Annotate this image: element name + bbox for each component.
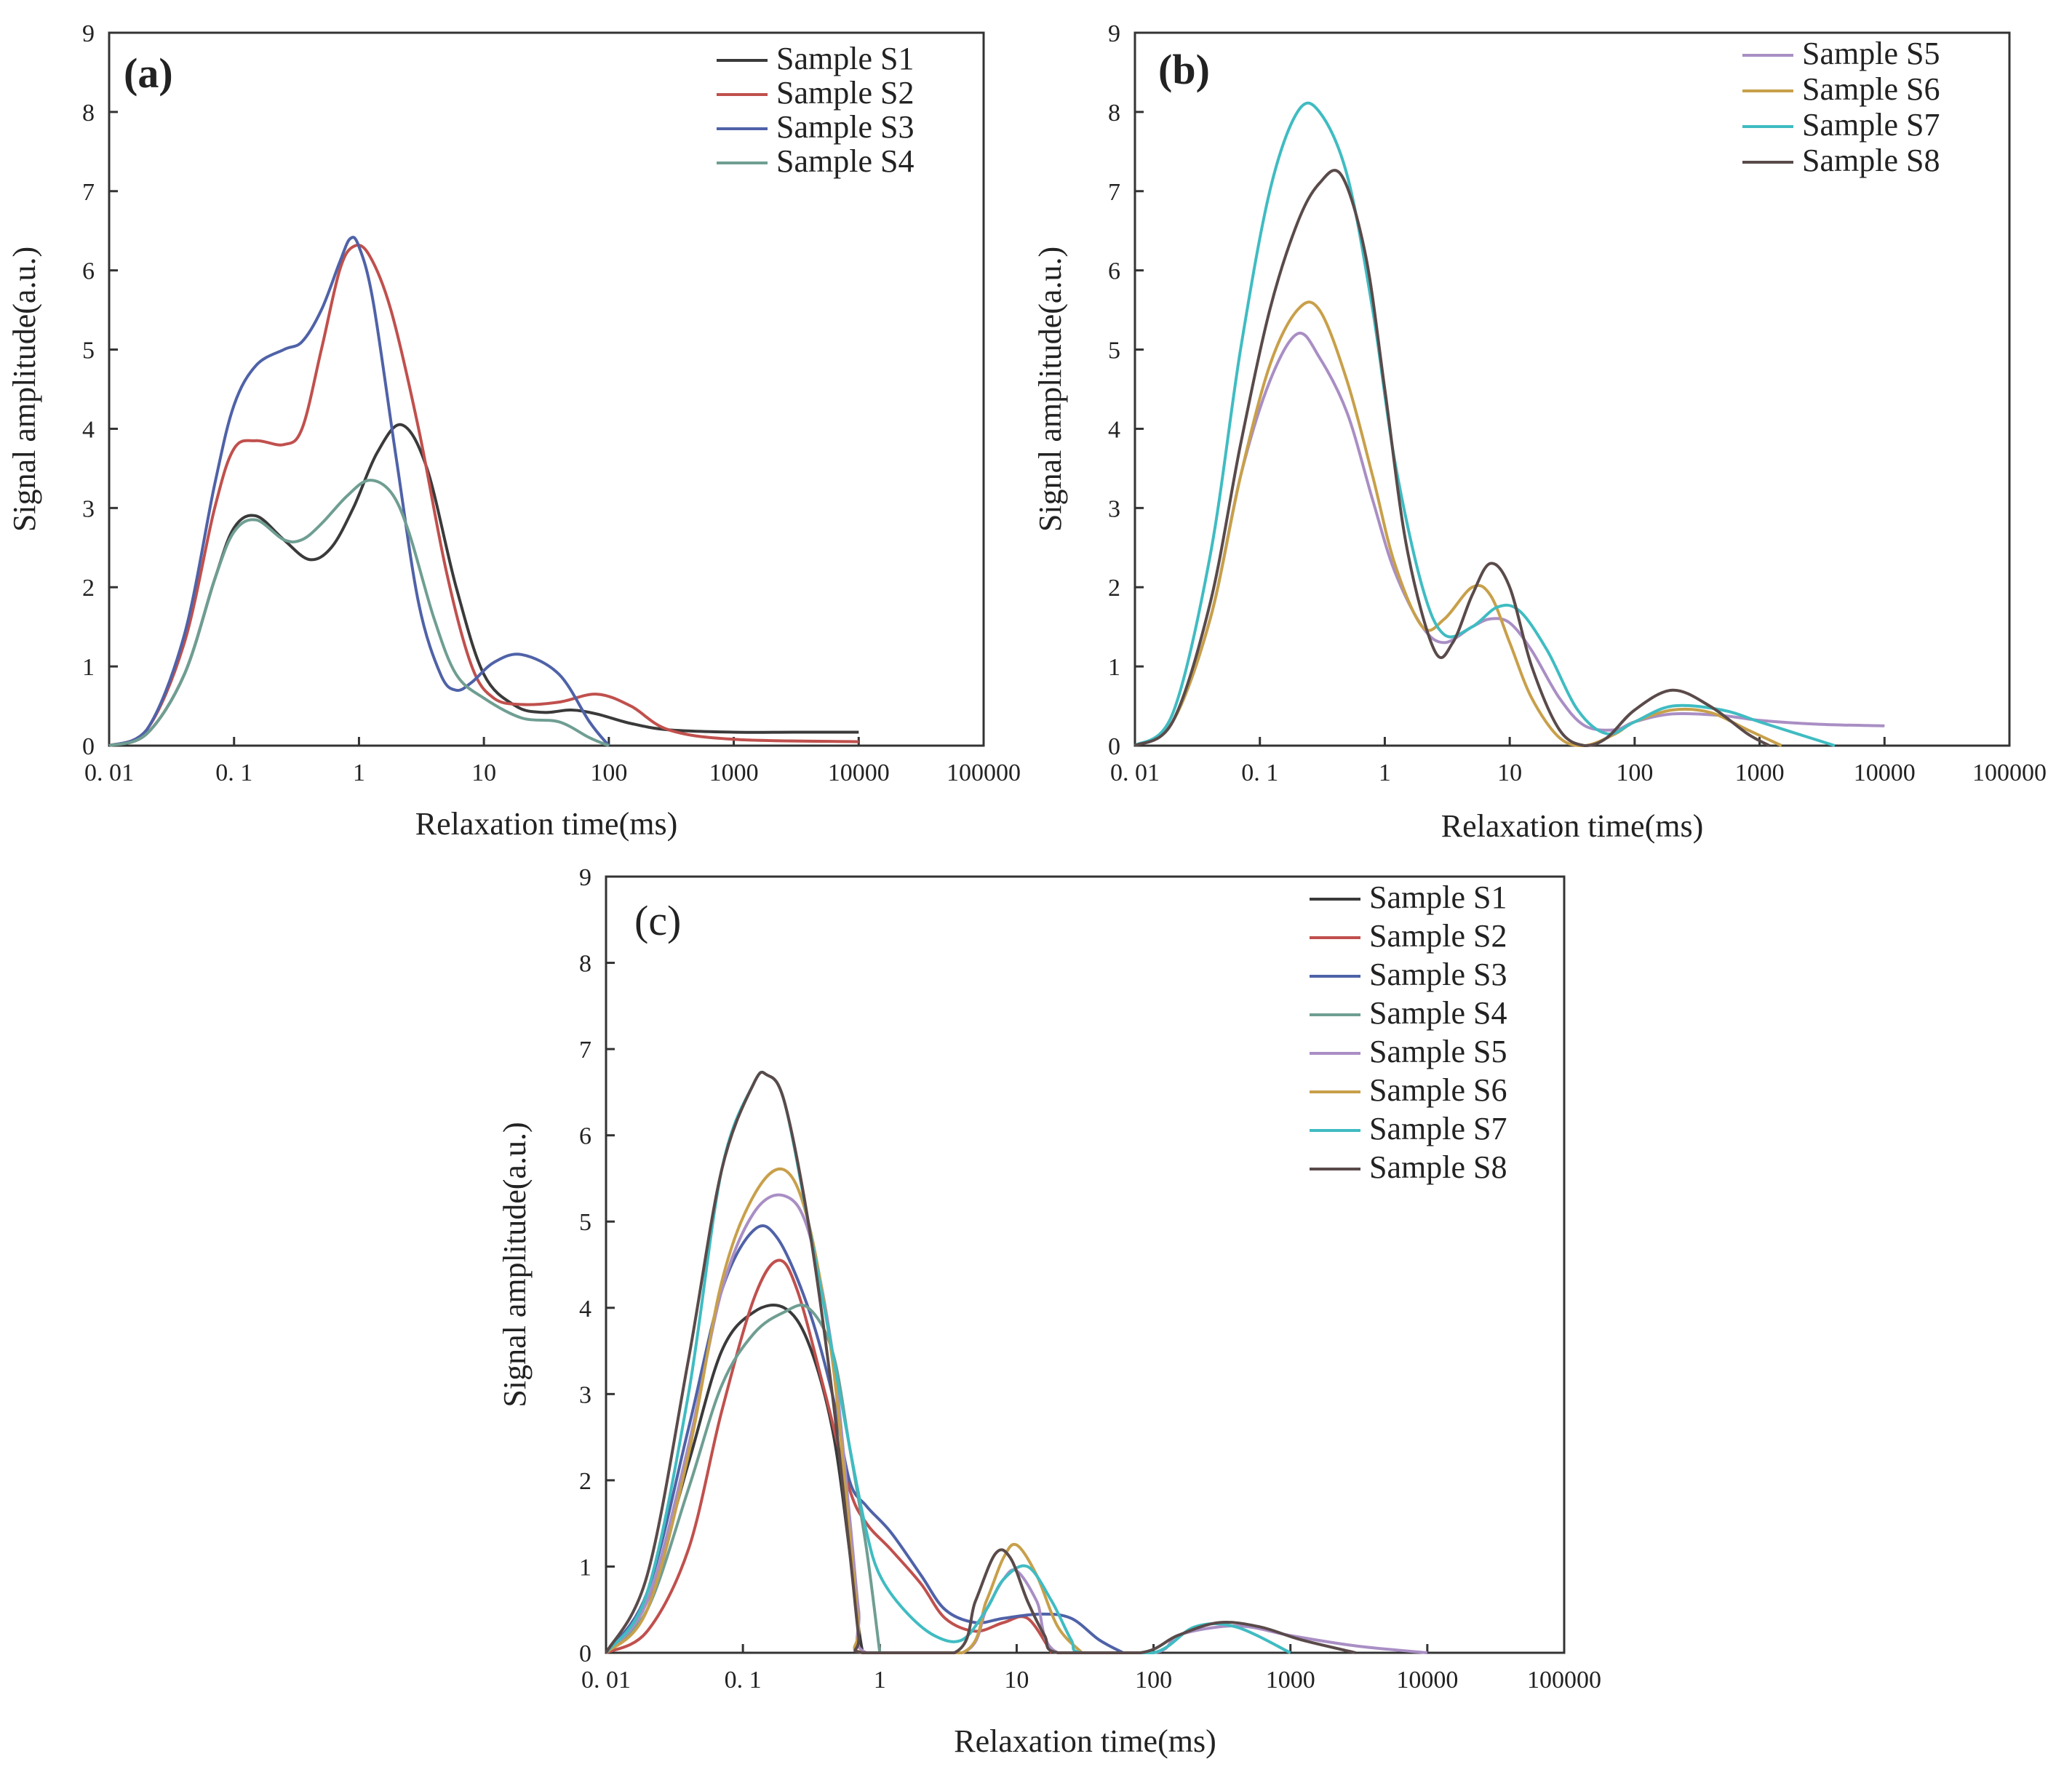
legend-label-s1: Sample S1 xyxy=(1369,879,1507,915)
series-line-s4 xyxy=(108,479,610,747)
y-tick-label: 2 xyxy=(579,1468,591,1495)
y-axis-title: Signal amplitude(a.u.) xyxy=(1032,247,1068,532)
legend-label-s8: Sample S8 xyxy=(1802,143,1940,178)
legend-label-s8: Sample S8 xyxy=(1369,1149,1507,1185)
x-axis-title: Relaxation time(ms) xyxy=(954,1723,1216,1759)
legend-label-s4: Sample S4 xyxy=(776,143,914,179)
legend-label-s4: Sample S4 xyxy=(1369,995,1507,1031)
x-tick-label: 100 xyxy=(1135,1667,1172,1694)
series-line-s6 xyxy=(605,1167,1083,1655)
y-tick-label: 0 xyxy=(579,1640,591,1667)
y-tick-label: 7 xyxy=(82,179,95,206)
x-tick-label: 10000 xyxy=(828,759,890,786)
x-tick-label: 0. 01 xyxy=(581,1667,631,1694)
x-tick-label: 100000 xyxy=(1972,759,2047,786)
x-tick-label: 100 xyxy=(590,759,627,786)
x-axis-title: Relaxation time(ms) xyxy=(415,806,677,842)
y-tick-label: 0 xyxy=(1108,733,1120,760)
y-axis-title: Signal amplitude(a.u.) xyxy=(7,247,42,532)
x-tick-label: 0. 1 xyxy=(1241,759,1278,786)
x-tick-label: 10 xyxy=(471,759,496,786)
y-tick-label: 6 xyxy=(579,1123,591,1150)
legend-label-s3: Sample S3 xyxy=(776,109,914,145)
series-line-s7 xyxy=(1133,101,1836,747)
y-tick-label: 8 xyxy=(579,951,591,978)
y-tick-label: 4 xyxy=(82,416,95,443)
x-tick-label: 100000 xyxy=(1527,1667,1601,1694)
y-tick-label: 1 xyxy=(82,654,95,681)
y-tick-label: 9 xyxy=(82,20,95,47)
legend-label-s6: Sample S6 xyxy=(1802,71,1940,107)
y-tick-label: 3 xyxy=(579,1381,591,1408)
x-tick-label: 10 xyxy=(1497,759,1522,786)
y-tick-label: 1 xyxy=(579,1554,591,1581)
panel-c-chart: 0 1 2 3 4 5 6 7 8 9 0. 01 0. 1 1 10 100 1000 10000 100000… xyxy=(497,864,1601,1759)
x-tick-label: 10 xyxy=(1004,1667,1029,1694)
y-tick-label: 4 xyxy=(1108,416,1120,443)
panel-label: (b) xyxy=(1158,46,1210,93)
y-tick-label: 2 xyxy=(82,575,95,602)
y-tick-label: 5 xyxy=(579,1209,591,1236)
x-tick-label: 1000 xyxy=(1735,759,1785,786)
y-tick-label: 5 xyxy=(1108,338,1120,364)
y-tick-label: 1 xyxy=(1108,654,1120,681)
series-line-s2 xyxy=(108,244,859,747)
y-axis-title: Signal amplitude(a.u.) xyxy=(497,1122,533,1407)
legend-label-s7: Sample S7 xyxy=(1369,1111,1507,1146)
x-tick-label: 100 xyxy=(1616,759,1653,786)
y-tick-label: 8 xyxy=(1108,100,1120,127)
y-tick-label: 5 xyxy=(82,338,95,364)
x-tick-label: 0. 1 xyxy=(725,1667,762,1694)
x-tick-label: 1 xyxy=(1379,759,1391,786)
y-tick-label: 2 xyxy=(1108,575,1120,602)
panel-a-chart: 0 1 2 3 4 5 6 7 8 9 0. 01 0. 1 1 10 100 1000 10000 100000… xyxy=(7,20,1021,842)
x-tick-label: 10000 xyxy=(1854,759,1916,786)
series-line-s2 xyxy=(605,1259,1053,1654)
x-axis-title: Relaxation time(ms) xyxy=(1441,808,1703,844)
legend-label-s5: Sample S5 xyxy=(1802,36,1940,71)
y-tick-label: 7 xyxy=(1108,179,1120,206)
panel-label: (a) xyxy=(124,49,173,97)
legend-label-s3: Sample S3 xyxy=(1369,957,1507,992)
series-line-s8 xyxy=(1133,169,1771,747)
legend-label-s2: Sample S2 xyxy=(1369,918,1507,954)
x-tick-label: 1 xyxy=(874,1667,886,1694)
x-tick-label: 1000 xyxy=(1266,1667,1315,1694)
x-tick-label: 1 xyxy=(353,759,365,786)
x-tick-label: 0. 01 xyxy=(84,759,134,786)
y-tick-label: 8 xyxy=(82,100,95,127)
y-tick-label: 6 xyxy=(1108,258,1120,285)
series-line-s8 xyxy=(605,1070,1356,1655)
x-tick-label: 0. 1 xyxy=(215,759,252,786)
y-tick-label: 4 xyxy=(579,1296,591,1323)
panel-b-chart: 0 1 2 3 4 5 6 7 8 9 0. 01 0. 1 1 10 100 1000 10000 100000… xyxy=(1032,20,2047,844)
x-tick-label: 1000 xyxy=(709,759,759,786)
y-tick-label: 9 xyxy=(579,864,591,891)
x-tick-label: 0. 01 xyxy=(1110,759,1160,786)
legend-label-s1: Sample S1 xyxy=(776,41,914,76)
x-tick-label: 10000 xyxy=(1396,1667,1458,1694)
x-tick-label: 100000 xyxy=(947,759,1021,786)
panel-label: (c) xyxy=(634,897,681,944)
y-tick-label: 3 xyxy=(1108,495,1120,522)
y-tick-label: 3 xyxy=(82,495,95,522)
y-tick-label: 0 xyxy=(82,733,95,760)
legend-label-s2: Sample S2 xyxy=(776,75,914,111)
legend-label-s5: Sample S5 xyxy=(1369,1034,1507,1069)
y-tick-label: 7 xyxy=(579,1037,591,1064)
y-tick-label: 6 xyxy=(82,258,95,285)
series-line-s3 xyxy=(108,236,610,747)
y-tick-label: 9 xyxy=(1108,20,1120,47)
plot-frame xyxy=(108,31,985,747)
legend-label-s7: Sample S7 xyxy=(1802,107,1940,143)
legend-label-s6: Sample S6 xyxy=(1369,1072,1507,1108)
